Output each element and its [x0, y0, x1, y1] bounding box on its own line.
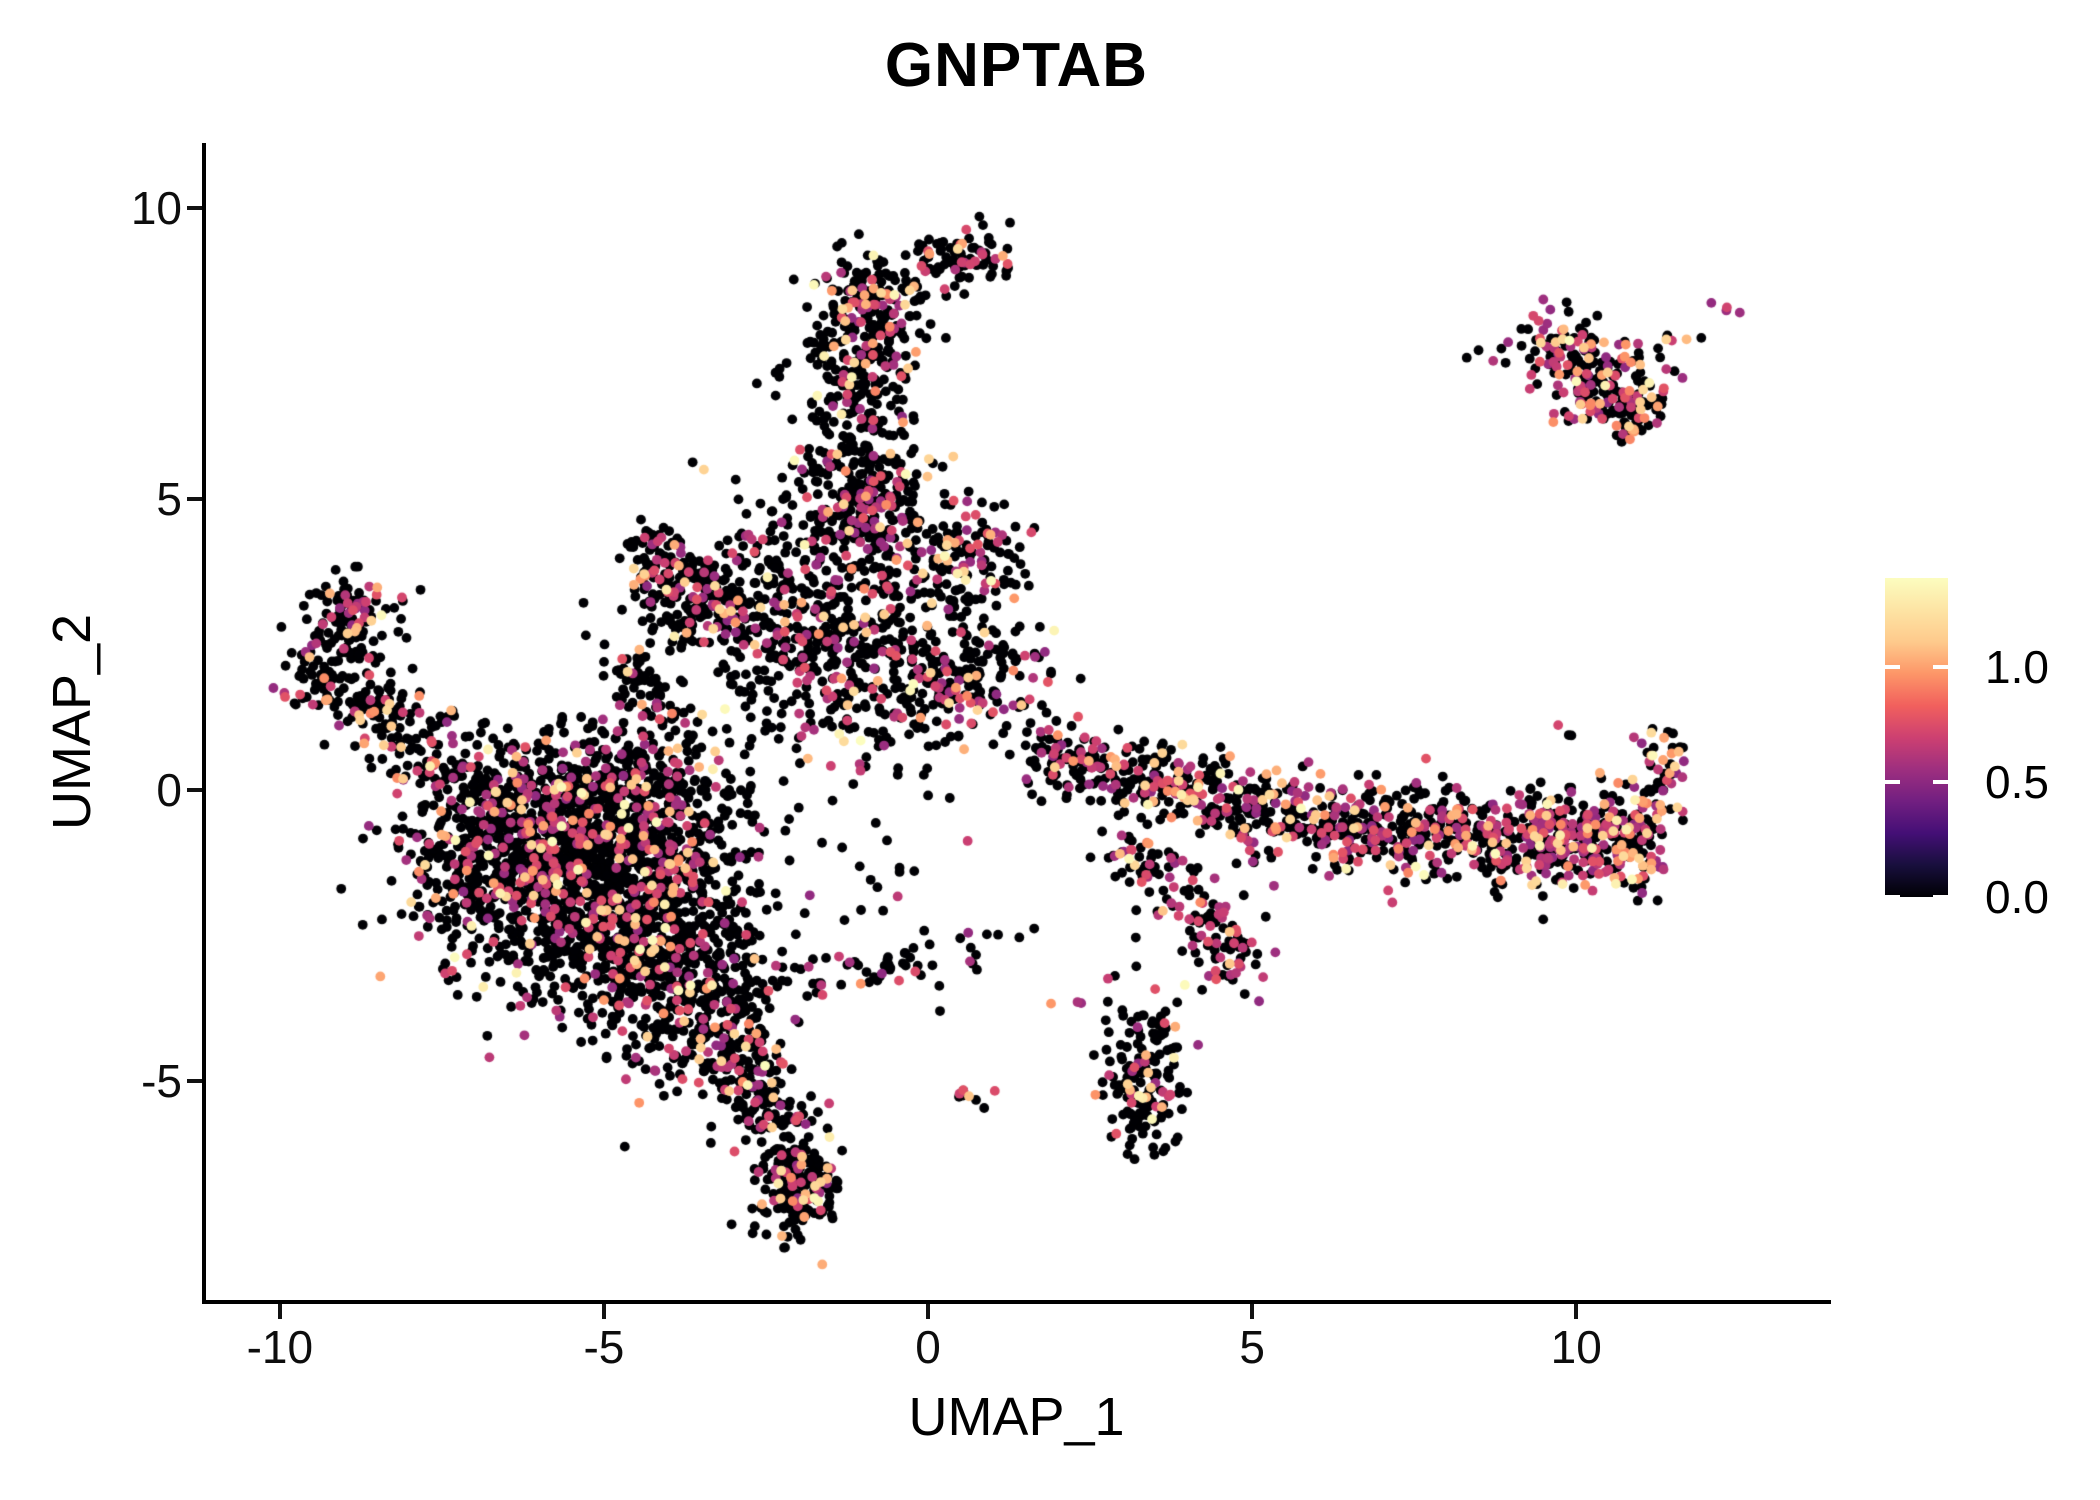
colorbar-tick-mark	[1933, 895, 1948, 899]
x-tick-mark	[1574, 1304, 1579, 1319]
x-tick-label: 0	[915, 1321, 941, 1373]
colorbar-tick-label: 0.0	[1985, 871, 2049, 923]
y-tick-mark	[187, 497, 202, 502]
y-tick-label: -5	[141, 1054, 182, 1107]
plot-title: GNPTAB	[884, 31, 1149, 100]
y-tick-label: 10	[130, 182, 182, 235]
y-axis-line	[202, 143, 206, 1304]
colorbar-tick-mark	[1933, 779, 1948, 784]
colorbar-tick-mark	[1885, 664, 1900, 669]
x-axis-title: UMAP_1	[908, 1387, 1125, 1447]
x-tick-label: 10	[1550, 1321, 1602, 1373]
y-tick-mark	[187, 787, 202, 792]
y-tick-mark	[187, 1078, 202, 1083]
y-tick-mark	[187, 206, 202, 211]
x-tick-mark	[926, 1304, 931, 1319]
colorbar-tick-mark	[1933, 664, 1948, 669]
colorbar-tick-mark	[1885, 895, 1900, 899]
x-axis-line	[202, 1300, 1831, 1304]
colorbar-tick-mark	[1885, 779, 1900, 784]
x-tick-mark	[1250, 1304, 1255, 1319]
x-tick-label: -10	[246, 1321, 314, 1373]
y-tick-label: 5	[156, 473, 182, 526]
colorbar-tick-label: 0.5	[1985, 755, 2049, 808]
x-tick-mark	[277, 1304, 282, 1319]
x-tick-mark	[601, 1304, 606, 1319]
y-tick-label: 0	[156, 763, 182, 816]
colorbar-gradient	[1885, 578, 1948, 897]
x-tick-label: 5	[1239, 1321, 1265, 1373]
x-tick-label: -5	[583, 1321, 625, 1373]
colorbar-tick-label: 1.0	[1985, 640, 2049, 693]
y-axis-title: UMAP_2	[42, 613, 102, 831]
